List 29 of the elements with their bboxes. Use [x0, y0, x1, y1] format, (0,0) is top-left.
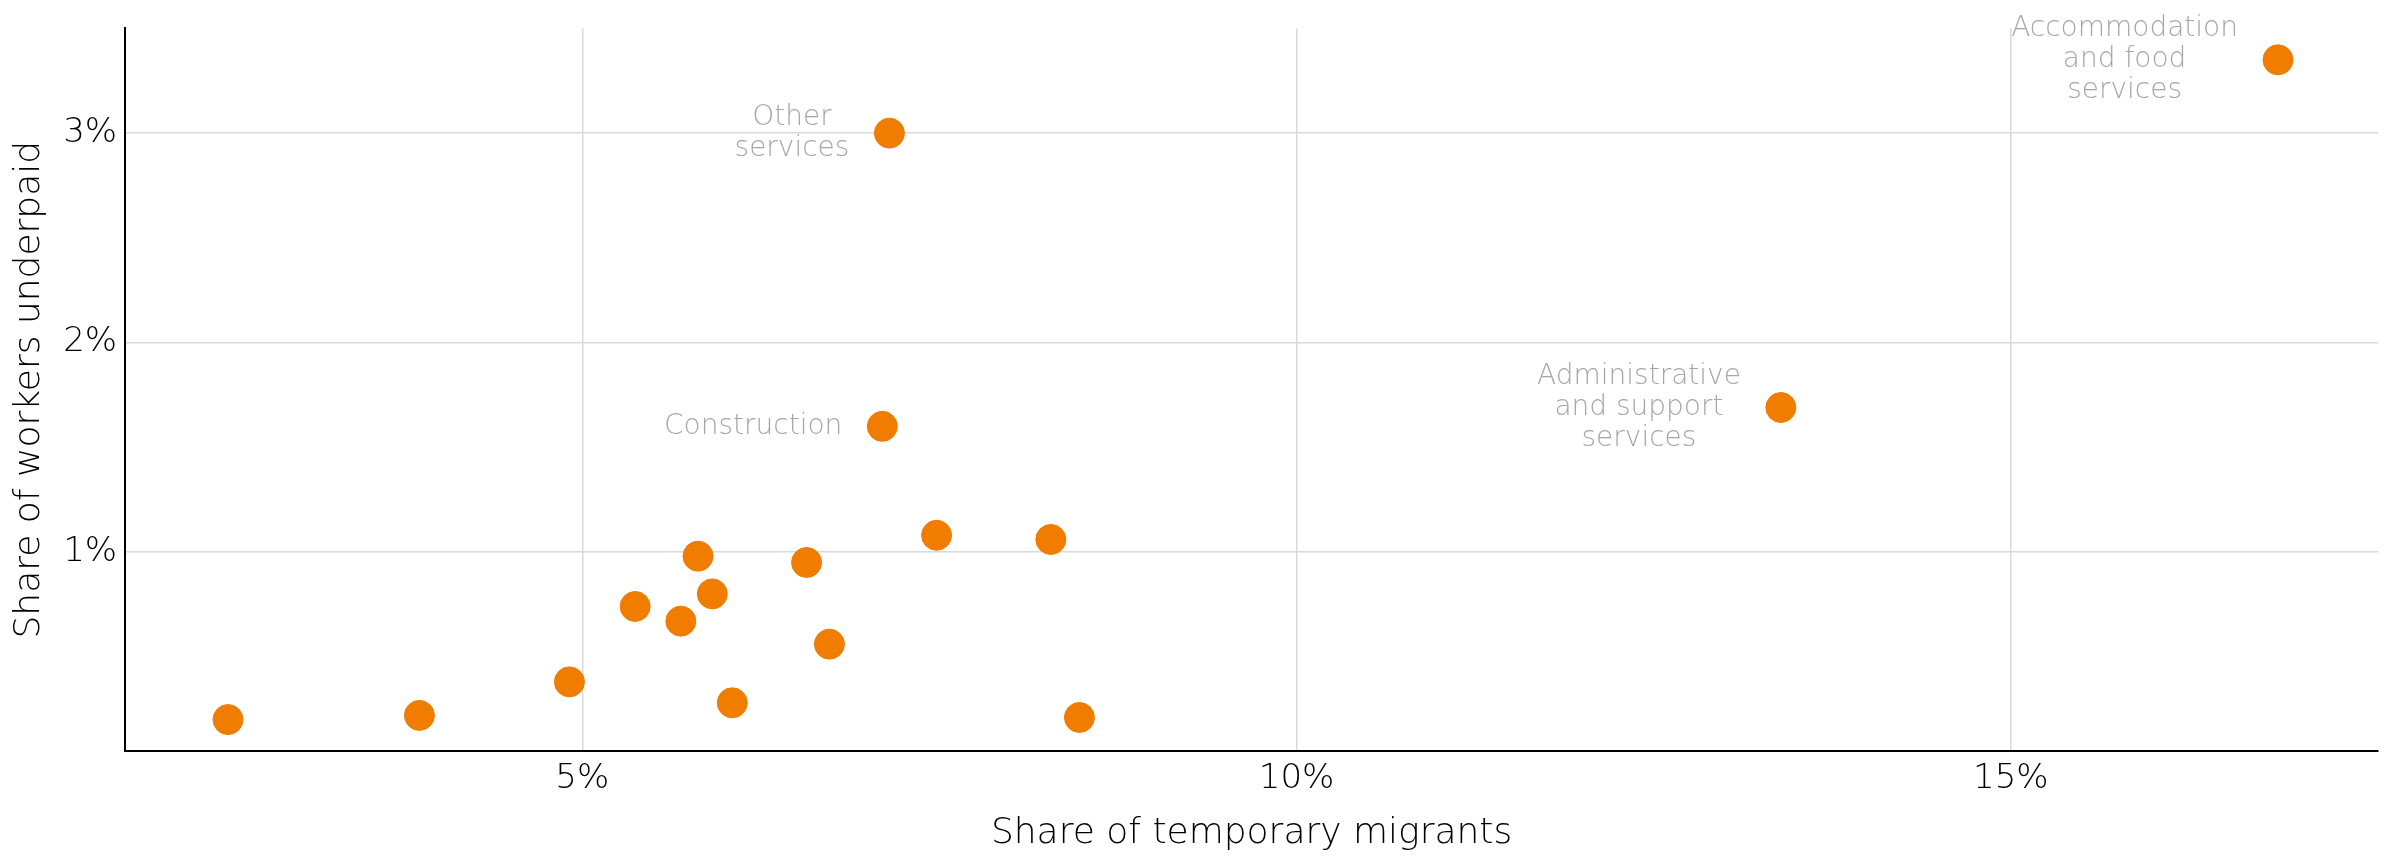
point: [696, 578, 728, 610]
annotation: Other services: [734, 98, 850, 163]
point: [212, 704, 244, 736]
point: [866, 410, 898, 442]
x-axis-title: Share of temporary migrants: [990, 809, 1513, 851]
y-tick-label: 2%: [63, 319, 118, 360]
point: [873, 117, 905, 149]
point: [1765, 392, 1797, 423]
x-tick-label: 5%: [555, 756, 610, 797]
x-tick-label: 10%: [1258, 756, 1335, 797]
point: [791, 547, 823, 578]
point: [682, 540, 714, 572]
x-tick-label: 15%: [1973, 756, 2049, 797]
annotation: Construction: [664, 407, 843, 441]
point: [665, 605, 697, 637]
point: [403, 699, 435, 731]
y-tick-label: 1%: [63, 528, 118, 569]
annotation: Administrative and support services: [1537, 357, 1741, 453]
point: [2262, 44, 2294, 76]
point: [813, 628, 845, 660]
y-tick-label: 3%: [63, 109, 118, 150]
annotation: Accommodation and food services: [2011, 10, 2239, 106]
point: [921, 519, 953, 551]
y-axis-title: Share of workers underpaid: [5, 140, 47, 639]
point: [716, 687, 748, 719]
point: [553, 666, 585, 698]
point: [1035, 523, 1067, 555]
point: [619, 590, 651, 622]
point: [1063, 701, 1095, 733]
